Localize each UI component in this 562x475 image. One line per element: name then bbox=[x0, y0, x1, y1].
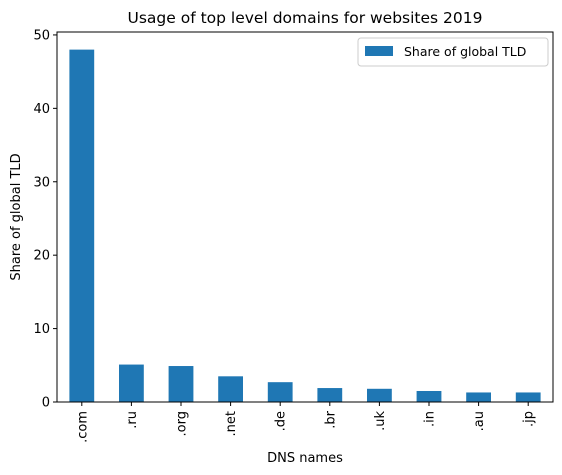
bar-net bbox=[218, 376, 243, 402]
y-axis-ticks: 0 10 20 30 40 50 bbox=[33, 28, 57, 411]
x-tick-label: .uk bbox=[373, 411, 388, 431]
bar-au bbox=[466, 392, 491, 402]
plot-frame bbox=[56, 31, 554, 403]
y-tick-label: 20 bbox=[33, 249, 50, 264]
x-tick-label: .jp bbox=[522, 411, 537, 427]
bar-org bbox=[168, 366, 194, 402]
x-tick-label: .in bbox=[423, 411, 438, 427]
x-tick-label: .ru bbox=[125, 411, 140, 429]
y-axis-title: Share of global TLD bbox=[9, 153, 24, 280]
bar-ru bbox=[119, 364, 144, 402]
x-tick-label: .de bbox=[274, 411, 289, 431]
legend-swatch bbox=[365, 46, 393, 56]
legend-frame bbox=[357, 37, 549, 67]
legend-label: Share of global TLD bbox=[404, 44, 526, 59]
x-tick-label: .org bbox=[175, 411, 190, 436]
y-tick-label: 0 bbox=[42, 396, 50, 411]
bars-group bbox=[69, 49, 541, 403]
x-axis-ticks: .com .ru .org .net .de .br .uk .in .au .jp bbox=[75, 402, 537, 443]
y-tick-label: 10 bbox=[33, 322, 50, 337]
x-tick-label: .au bbox=[472, 411, 487, 431]
x-tick-label: .net bbox=[224, 411, 239, 436]
bar-de bbox=[267, 382, 293, 402]
bar-jp bbox=[515, 392, 541, 402]
y-tick-label: 50 bbox=[33, 28, 50, 43]
bar-com bbox=[69, 49, 95, 403]
bar-in bbox=[416, 390, 442, 402]
y-tick-label: 40 bbox=[33, 102, 50, 117]
x-tick-label: .com bbox=[75, 411, 90, 443]
x-tick-label: .br bbox=[323, 410, 338, 428]
y-tick-label: 30 bbox=[33, 175, 50, 190]
bar-br bbox=[317, 388, 343, 402]
legend: Share of global TLD bbox=[357, 37, 549, 67]
chart-title: Usage of top level domains for websites … bbox=[128, 9, 483, 27]
x-axis-title: DNS names bbox=[267, 451, 343, 466]
bar-uk bbox=[367, 388, 392, 402]
